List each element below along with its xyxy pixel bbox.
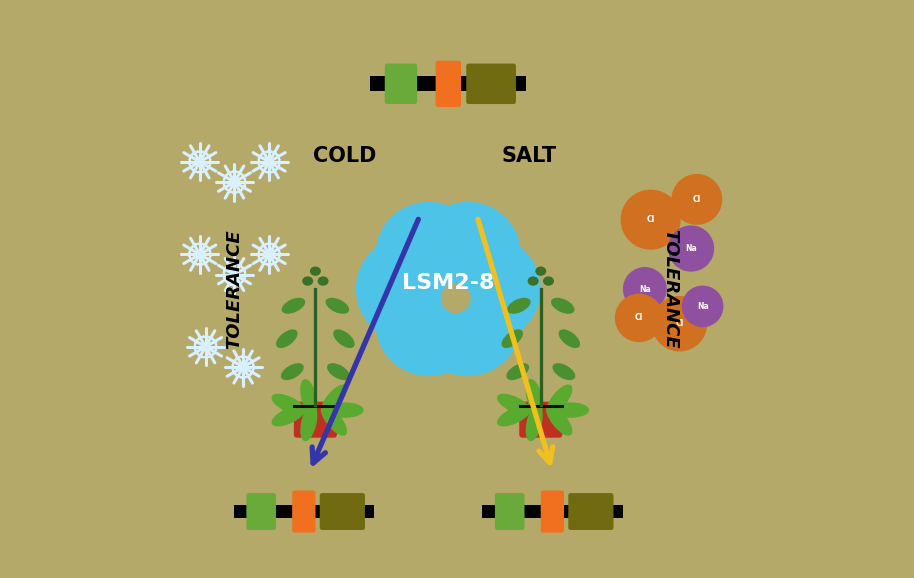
- Circle shape: [232, 272, 237, 277]
- Ellipse shape: [321, 384, 347, 415]
- Circle shape: [652, 296, 707, 351]
- Ellipse shape: [281, 363, 303, 380]
- Text: Na: Na: [696, 302, 708, 311]
- Circle shape: [376, 270, 482, 376]
- FancyBboxPatch shape: [320, 493, 365, 530]
- Circle shape: [197, 252, 202, 257]
- Ellipse shape: [506, 363, 529, 380]
- Circle shape: [240, 365, 246, 369]
- Ellipse shape: [558, 329, 580, 348]
- Ellipse shape: [303, 276, 314, 286]
- Circle shape: [415, 202, 521, 308]
- Ellipse shape: [547, 405, 572, 436]
- FancyBboxPatch shape: [370, 76, 526, 91]
- Ellipse shape: [547, 384, 572, 415]
- Circle shape: [399, 240, 497, 338]
- Ellipse shape: [300, 379, 317, 416]
- FancyBboxPatch shape: [519, 402, 562, 438]
- Ellipse shape: [497, 405, 531, 427]
- Ellipse shape: [300, 405, 317, 441]
- Circle shape: [232, 180, 237, 184]
- Circle shape: [682, 286, 724, 327]
- FancyBboxPatch shape: [466, 64, 516, 104]
- FancyBboxPatch shape: [569, 493, 613, 530]
- Circle shape: [668, 225, 714, 272]
- Circle shape: [203, 344, 208, 349]
- Ellipse shape: [536, 266, 547, 276]
- Ellipse shape: [526, 405, 543, 441]
- Ellipse shape: [497, 394, 531, 415]
- Text: Na: Na: [686, 244, 697, 253]
- Circle shape: [441, 283, 471, 313]
- Text: TOLERANCE: TOLERANCE: [661, 229, 679, 349]
- Ellipse shape: [551, 298, 575, 314]
- Ellipse shape: [310, 266, 321, 276]
- Text: TOLERANCE: TOLERANCE: [226, 229, 243, 349]
- Text: Cl: Cl: [646, 215, 654, 224]
- FancyBboxPatch shape: [234, 505, 374, 518]
- Ellipse shape: [325, 298, 349, 314]
- Text: Cl: Cl: [675, 319, 684, 328]
- Ellipse shape: [276, 329, 298, 348]
- Circle shape: [615, 294, 664, 342]
- FancyBboxPatch shape: [483, 505, 622, 518]
- FancyBboxPatch shape: [494, 493, 525, 530]
- Text: Cl: Cl: [635, 313, 643, 323]
- Circle shape: [672, 174, 722, 225]
- Ellipse shape: [326, 402, 364, 418]
- Ellipse shape: [526, 379, 543, 416]
- Ellipse shape: [507, 298, 531, 314]
- Ellipse shape: [502, 329, 523, 348]
- Circle shape: [197, 160, 202, 164]
- Circle shape: [434, 236, 541, 342]
- FancyBboxPatch shape: [385, 64, 417, 104]
- FancyBboxPatch shape: [292, 491, 315, 532]
- FancyBboxPatch shape: [436, 61, 461, 107]
- Text: Na: Na: [639, 284, 651, 294]
- Ellipse shape: [321, 405, 347, 436]
- Ellipse shape: [271, 405, 306, 427]
- Circle shape: [415, 270, 521, 376]
- Ellipse shape: [317, 276, 328, 286]
- Text: LSM2-8: LSM2-8: [402, 273, 494, 293]
- FancyBboxPatch shape: [293, 402, 337, 438]
- Circle shape: [267, 160, 271, 164]
- Circle shape: [356, 236, 462, 342]
- Ellipse shape: [282, 298, 305, 314]
- Ellipse shape: [527, 276, 538, 286]
- Ellipse shape: [334, 329, 355, 348]
- Circle shape: [376, 202, 482, 308]
- Text: COLD: COLD: [313, 146, 376, 166]
- Ellipse shape: [543, 276, 554, 286]
- Circle shape: [267, 252, 271, 257]
- Circle shape: [621, 190, 681, 250]
- Ellipse shape: [552, 402, 590, 418]
- Text: SALT: SALT: [502, 146, 557, 166]
- Ellipse shape: [552, 363, 575, 380]
- Circle shape: [622, 267, 667, 311]
- FancyBboxPatch shape: [541, 491, 564, 532]
- Ellipse shape: [271, 394, 306, 415]
- Text: Cl: Cl: [693, 195, 701, 204]
- FancyBboxPatch shape: [247, 493, 276, 530]
- Ellipse shape: [327, 363, 350, 380]
